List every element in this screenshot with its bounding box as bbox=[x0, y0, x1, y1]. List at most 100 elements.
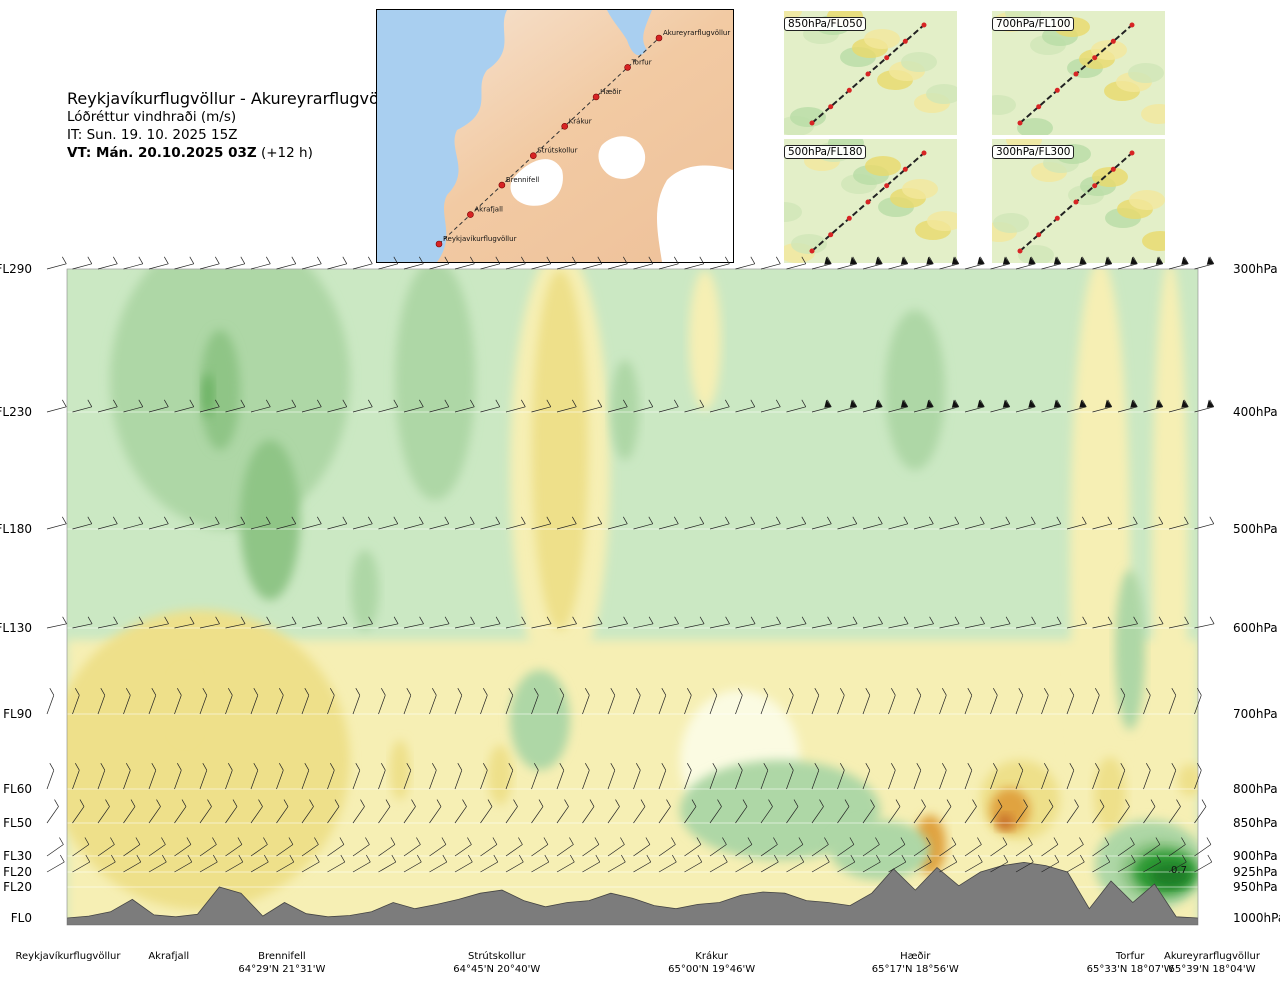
barb-feather bbox=[1056, 256, 1062, 264]
wind-barb bbox=[1194, 516, 1215, 530]
barb-flag bbox=[926, 399, 934, 408]
barb-shaft bbox=[709, 263, 730, 270]
barb-feather bbox=[870, 799, 875, 807]
barb-feather bbox=[1056, 399, 1062, 407]
valid-time: VT: Mán. 20.10.2025 03Z (+12 h) bbox=[67, 144, 404, 162]
barb-feather bbox=[839, 763, 845, 771]
mini-map-field bbox=[784, 202, 802, 222]
barb-shaft bbox=[964, 770, 973, 790]
barb-shaft bbox=[403, 406, 424, 413]
wind-barb bbox=[72, 799, 85, 824]
barb-shaft bbox=[837, 623, 858, 629]
barb-shaft bbox=[760, 861, 779, 873]
barb-shaft bbox=[480, 770, 488, 790]
barb-feather bbox=[189, 516, 195, 524]
barb-shaft bbox=[862, 770, 871, 790]
barb-feather bbox=[61, 256, 67, 264]
barb-feather bbox=[291, 256, 297, 264]
wind-field-region bbox=[390, 740, 410, 800]
wind-barb bbox=[1117, 616, 1138, 629]
wind-barb bbox=[837, 854, 856, 873]
wind-barb bbox=[1066, 763, 1075, 790]
wind-barb bbox=[429, 688, 437, 715]
waypoint-coord: 65°00'N 19°46'W bbox=[668, 964, 756, 975]
wind-barb bbox=[225, 688, 233, 715]
glacier-langjokull bbox=[510, 159, 563, 206]
barb-shaft bbox=[607, 861, 626, 873]
wind-barb bbox=[505, 616, 526, 629]
plot-frame bbox=[66, 268, 1199, 926]
barb-feather bbox=[597, 516, 603, 524]
mini-map-marker bbox=[846, 87, 852, 93]
barb-feather bbox=[824, 837, 829, 845]
wind-barb bbox=[250, 399, 271, 413]
barb-feather bbox=[538, 799, 544, 807]
barb-feather bbox=[877, 516, 883, 524]
barb-shaft bbox=[301, 695, 310, 715]
barb-feather bbox=[635, 688, 641, 696]
barb-feather bbox=[1048, 799, 1054, 807]
barb-shaft bbox=[174, 806, 187, 824]
barb-shaft bbox=[352, 523, 373, 530]
barb-shaft bbox=[1015, 861, 1034, 873]
barb-feather bbox=[1183, 399, 1189, 407]
barb-feather bbox=[1079, 837, 1084, 845]
barb-shaft bbox=[148, 844, 166, 857]
barb-shaft bbox=[990, 861, 1008, 873]
barb-feather bbox=[571, 516, 577, 524]
barb-feather bbox=[928, 399, 934, 407]
barb-shaft bbox=[403, 263, 424, 270]
barb-shaft bbox=[403, 623, 424, 629]
barb-shaft bbox=[633, 523, 653, 530]
barb-flag bbox=[1130, 399, 1138, 408]
pressure-level-label: 400hPa bbox=[1233, 405, 1278, 419]
barb-feather bbox=[1145, 763, 1151, 771]
barb-feather bbox=[365, 837, 370, 845]
mini-map-marker bbox=[865, 71, 871, 77]
barb-shaft bbox=[939, 695, 947, 715]
mini-map-marker bbox=[902, 166, 908, 172]
barb-shaft bbox=[454, 263, 475, 270]
barb-feather bbox=[1209, 399, 1215, 407]
barb-shaft bbox=[658, 770, 667, 790]
barb-shaft bbox=[276, 695, 284, 715]
map-place-marker bbox=[467, 211, 474, 218]
barb-feather bbox=[900, 837, 906, 845]
barb-feather bbox=[495, 256, 501, 264]
mini-map-500-label: 500hPa/FL180 bbox=[784, 145, 867, 159]
barb-shaft bbox=[174, 406, 194, 413]
waypoint-label: Krákur 65°00'N 19°46'W bbox=[652, 950, 772, 976]
wind-barb bbox=[72, 837, 90, 857]
wind-barb bbox=[1168, 616, 1189, 629]
wind-barb bbox=[46, 516, 67, 530]
wind-barb bbox=[990, 854, 1009, 873]
barb-feather bbox=[390, 837, 396, 845]
barb-feather bbox=[696, 837, 702, 845]
flight-level-label: FL30 bbox=[3, 849, 32, 863]
wind-barb bbox=[505, 688, 514, 715]
barb-flag bbox=[951, 399, 959, 408]
barb-shaft bbox=[352, 844, 370, 857]
fjord bbox=[607, 10, 652, 56]
barb-shaft bbox=[505, 263, 526, 270]
mini-map-marker bbox=[902, 38, 908, 44]
barb-feather bbox=[105, 799, 110, 807]
barb-feather bbox=[520, 399, 526, 407]
wind-barb bbox=[786, 688, 794, 715]
barb-shaft bbox=[811, 770, 820, 790]
map-points: Akureyrarflugvöllur Torfur Hæðir Krákur Strú… bbox=[435, 29, 730, 248]
barb-shaft bbox=[72, 695, 80, 715]
wind-barb bbox=[148, 799, 161, 824]
map-place-marker bbox=[498, 181, 506, 189]
barb-feather bbox=[916, 688, 922, 696]
barb-feather bbox=[941, 763, 947, 771]
barb-feather bbox=[176, 763, 182, 771]
barb-feather bbox=[878, 616, 883, 624]
barb-feather bbox=[826, 399, 832, 407]
wind-barb bbox=[556, 799, 569, 824]
map-place-label: Akrafjall bbox=[474, 206, 503, 214]
wind-field-region bbox=[1178, 764, 1198, 796]
barb-shaft bbox=[633, 844, 651, 857]
barb-feather bbox=[750, 516, 756, 524]
barb-shaft bbox=[174, 523, 194, 530]
